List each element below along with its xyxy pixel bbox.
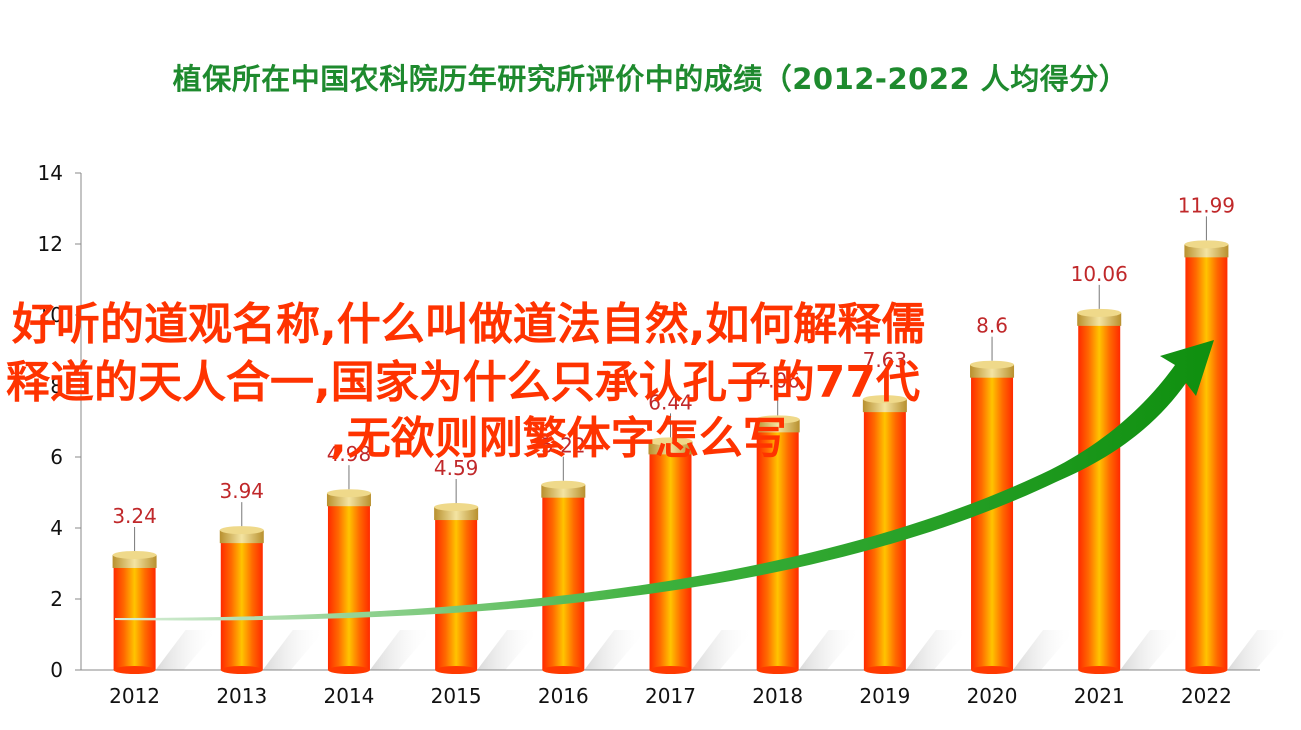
bar-base xyxy=(435,666,478,674)
y-tick-label: 14 xyxy=(38,161,63,185)
bar-2020 xyxy=(971,372,1014,670)
data-label: 4.98 xyxy=(327,442,372,466)
data-label: 8.6 xyxy=(976,314,1008,338)
y-tick-label: 6 xyxy=(50,445,63,469)
x-tick-label: 2017 xyxy=(645,684,696,708)
bar-cap-top xyxy=(1077,308,1122,317)
y-tick-label: 10 xyxy=(38,303,63,327)
x-tick-label: 2018 xyxy=(752,684,803,708)
bar-2012 xyxy=(113,562,156,670)
bar-base xyxy=(1078,666,1121,674)
bar-base xyxy=(756,666,799,674)
bar-shadow xyxy=(369,630,432,670)
data-label: 7.06 xyxy=(755,368,800,392)
bar-cap-top xyxy=(648,437,693,446)
overlay-text-line-3: ,无欲则刚繁体字怎么写 xyxy=(330,413,787,464)
x-tick-label: 2020 xyxy=(967,684,1018,708)
bar-2021 xyxy=(1078,320,1121,670)
bar-shadow xyxy=(691,630,754,670)
bar-cap-top xyxy=(1184,240,1229,249)
chart-title: 植保所在中国农科院历年研究所评价中的成绩（2012-2022 人均得分） xyxy=(172,62,1129,96)
x-tick-label: 2014 xyxy=(324,684,375,708)
x-tick-label: 2021 xyxy=(1074,684,1125,708)
bar-cap-top xyxy=(541,480,586,489)
bar-shadow xyxy=(262,630,325,670)
bar-base xyxy=(649,666,692,674)
x-tick-label: 2016 xyxy=(538,684,589,708)
bar-cap-top xyxy=(862,395,907,404)
bar-base xyxy=(220,666,263,674)
x-tick-label: 2015 xyxy=(431,684,482,708)
y-tick-label: 8 xyxy=(50,374,63,398)
data-label: 4.59 xyxy=(434,456,479,480)
bar-base xyxy=(327,666,370,674)
bar-shadow xyxy=(1013,630,1076,670)
bar-cap-top xyxy=(970,360,1015,369)
bar-cap-top xyxy=(112,550,157,559)
bar-2018 xyxy=(756,427,799,670)
bar-shadow xyxy=(477,630,540,670)
data-label: 7.63 xyxy=(863,348,908,372)
bar-base xyxy=(971,666,1014,674)
data-label: 5.22 xyxy=(541,434,586,458)
bar-2016 xyxy=(542,492,585,670)
x-tick-label: 2013 xyxy=(216,684,267,708)
bar-2015 xyxy=(435,515,478,670)
bar-base xyxy=(113,666,156,674)
y-tick-label: 12 xyxy=(38,232,63,256)
bar-shadow xyxy=(1227,630,1290,670)
x-tick-label: 2019 xyxy=(859,684,910,708)
overlay-text-line-1: 好听的道观名称,什么叫做道法自然,如何解释儒 xyxy=(12,299,926,350)
bar-cap-top xyxy=(755,415,800,424)
bar-cap-top xyxy=(219,526,264,535)
bar-shadow xyxy=(155,630,218,670)
x-tick-label: 2022 xyxy=(1181,684,1232,708)
bar-base xyxy=(863,666,906,674)
bar-cap-top xyxy=(434,503,479,512)
x-tick-label: 2012 xyxy=(109,684,160,708)
bar-2013 xyxy=(220,538,263,670)
data-label: 3.24 xyxy=(112,504,157,528)
data-label: 10.06 xyxy=(1071,262,1128,286)
bar-cap-top xyxy=(326,489,371,498)
bar-shadow xyxy=(584,630,647,670)
bar-shadow xyxy=(905,630,968,670)
data-label: 11.99 xyxy=(1178,193,1235,217)
bar-base xyxy=(542,666,585,674)
bar-2017 xyxy=(649,449,692,670)
y-tick-label: 2 xyxy=(50,587,63,611)
data-label: 6.44 xyxy=(648,390,693,414)
bar-base xyxy=(1185,666,1228,674)
bar-2014 xyxy=(327,501,370,670)
y-tick-label: 4 xyxy=(50,516,63,540)
bar-shadow xyxy=(798,630,861,670)
y-tick-label: 0 xyxy=(50,658,63,682)
overlay-text-line-2: 释道的天人合一,国家为什么只承认孔子的77代 xyxy=(6,357,920,408)
data-label: 3.94 xyxy=(220,479,265,503)
bar-shadow xyxy=(1120,630,1183,670)
bar-2022 xyxy=(1185,252,1228,671)
